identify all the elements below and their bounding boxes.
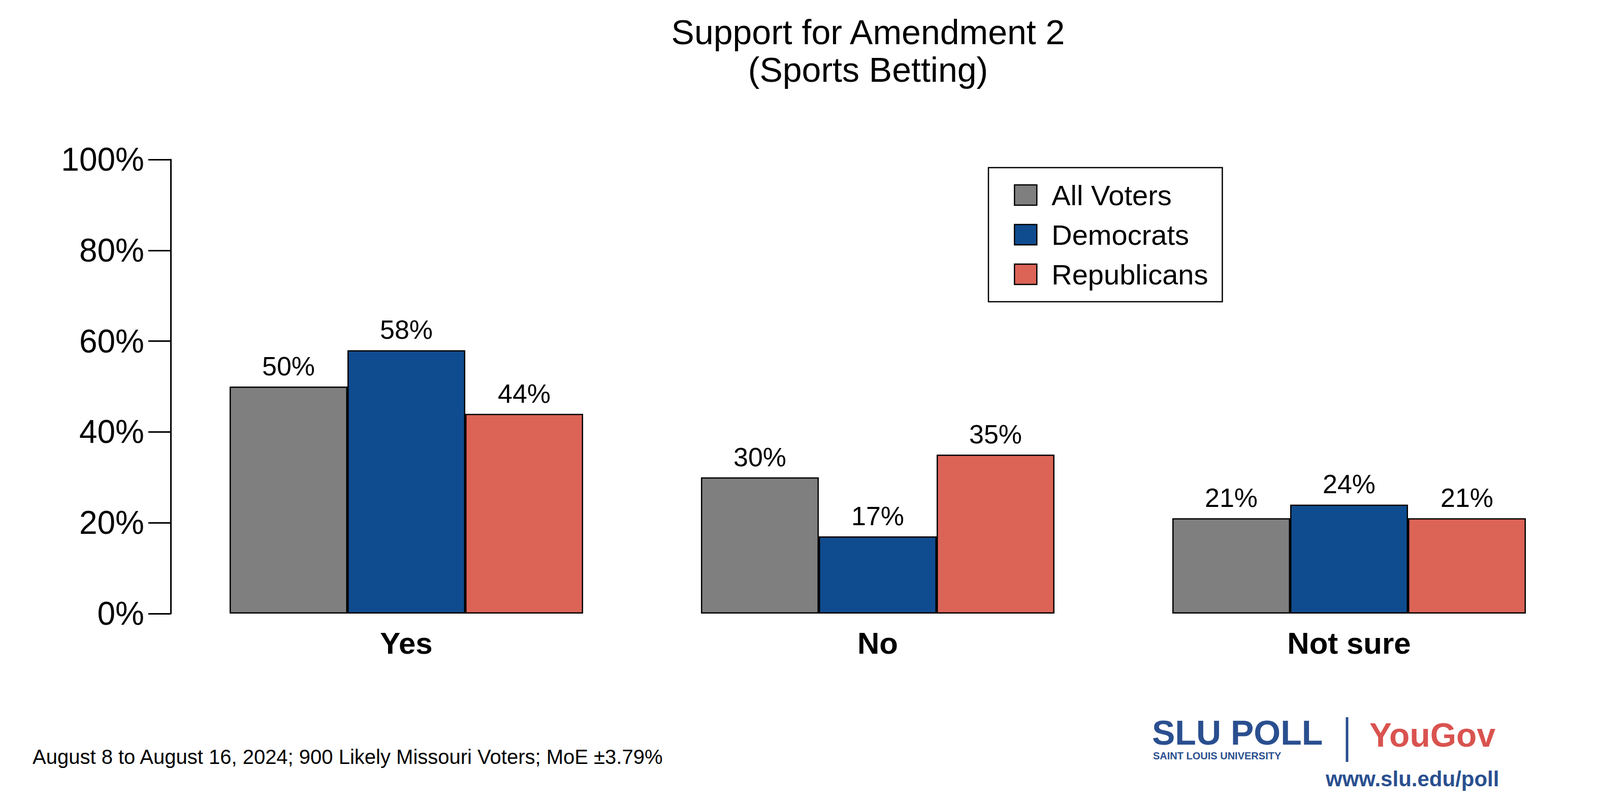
svg-text:www.slu.edu/poll: www.slu.edu/poll xyxy=(1325,766,1499,791)
svg-text:21%: 21% xyxy=(1204,483,1258,513)
svg-text:21%: 21% xyxy=(1440,483,1494,513)
svg-text:0%: 0% xyxy=(97,595,145,632)
svg-text:Not sure: Not sure xyxy=(1287,626,1411,661)
svg-text:August 8 to August 16, 2024; 9: August 8 to August 16, 2024; 900 Likely … xyxy=(32,745,663,768)
svg-text:50%: 50% xyxy=(262,351,315,381)
svg-text:SAINT LOUIS UNIVERSITY: SAINT LOUIS UNIVERSITY xyxy=(1153,750,1282,762)
svg-text:Republicans: Republicans xyxy=(1051,258,1208,291)
svg-text:YouGov: YouGov xyxy=(1369,716,1496,754)
svg-text:Support for Amendment 2: Support for Amendment 2 xyxy=(671,12,1066,52)
svg-text:44%: 44% xyxy=(497,378,551,409)
svg-text:SLU POLL: SLU POLL xyxy=(1152,713,1323,752)
svg-text:60%: 60% xyxy=(79,323,145,360)
svg-text:30%: 30% xyxy=(733,442,787,472)
svg-text:58%: 58% xyxy=(379,314,433,345)
svg-text:100%: 100% xyxy=(60,141,145,178)
svg-text:All Voters: All Voters xyxy=(1051,179,1172,212)
svg-text:Democrats: Democrats xyxy=(1051,218,1190,251)
svg-text:35%: 35% xyxy=(969,419,1022,450)
svg-text:20%: 20% xyxy=(79,504,145,541)
svg-text:Yes: Yes xyxy=(379,626,433,661)
svg-text:24%: 24% xyxy=(1322,469,1376,499)
svg-text:80%: 80% xyxy=(79,232,145,269)
svg-text:No: No xyxy=(857,626,899,661)
svg-text:(Sports Betting): (Sports Betting) xyxy=(748,50,988,89)
svg-text:40%: 40% xyxy=(79,413,145,451)
svg-text:17%: 17% xyxy=(851,501,905,531)
